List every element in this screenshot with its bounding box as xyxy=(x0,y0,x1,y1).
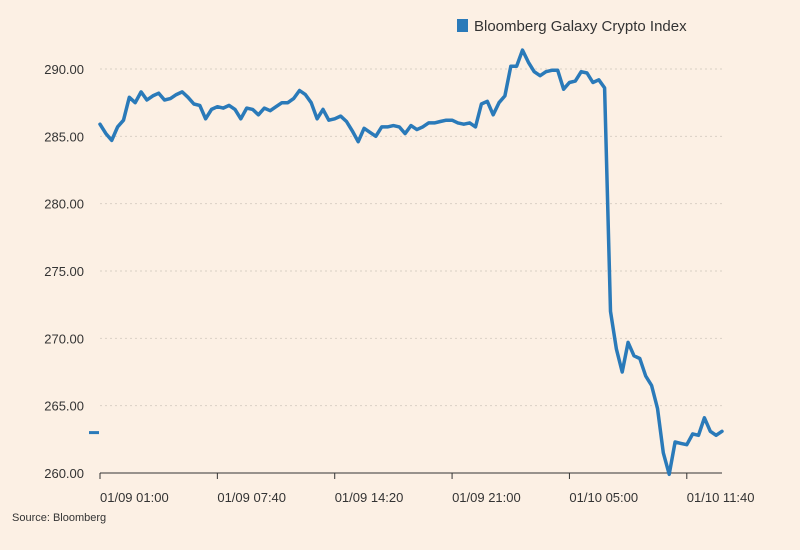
x-tick-label: 01/10 05:00 xyxy=(569,490,638,505)
y-tick-label: 275.00 xyxy=(44,264,84,279)
x-tick-label: 01/09 14:20 xyxy=(335,490,404,505)
y-axis: 260.00 265.00 270.00 275.00 280.00 285.00 290.… xyxy=(44,62,84,481)
series-line-bloomberg-galaxy-crypto-index xyxy=(98,48,724,477)
y-tick-label: 280.00 xyxy=(44,197,84,212)
legend-label: Bloomberg Galaxy Crypto Index xyxy=(474,18,687,35)
x-tick-label: 01/09 01:00 xyxy=(100,490,169,505)
legend: Bloomberg Galaxy Crypto Index xyxy=(457,18,687,35)
y-tick-label: 285.00 xyxy=(44,129,84,144)
y-tick-label: 260.00 xyxy=(44,466,84,481)
gridlines xyxy=(100,68,722,407)
x-tick-label: 01/10 11:40 xyxy=(687,490,755,505)
x-tick-label: 01/09 07:40 xyxy=(217,490,286,505)
y-tick-label: 290.00 xyxy=(44,62,84,77)
y-tick-label: 265.00 xyxy=(44,399,84,414)
source-note: Source: Bloomberg xyxy=(12,512,106,524)
x-tick-label: 01/09 21:00 xyxy=(452,490,521,505)
legend-swatch xyxy=(457,19,468,32)
y-tick-label: 270.00 xyxy=(44,331,84,346)
x-axis: 01/09 01:00 01/09 07:40 01/09 14:20 01/09 2… xyxy=(99,473,755,505)
